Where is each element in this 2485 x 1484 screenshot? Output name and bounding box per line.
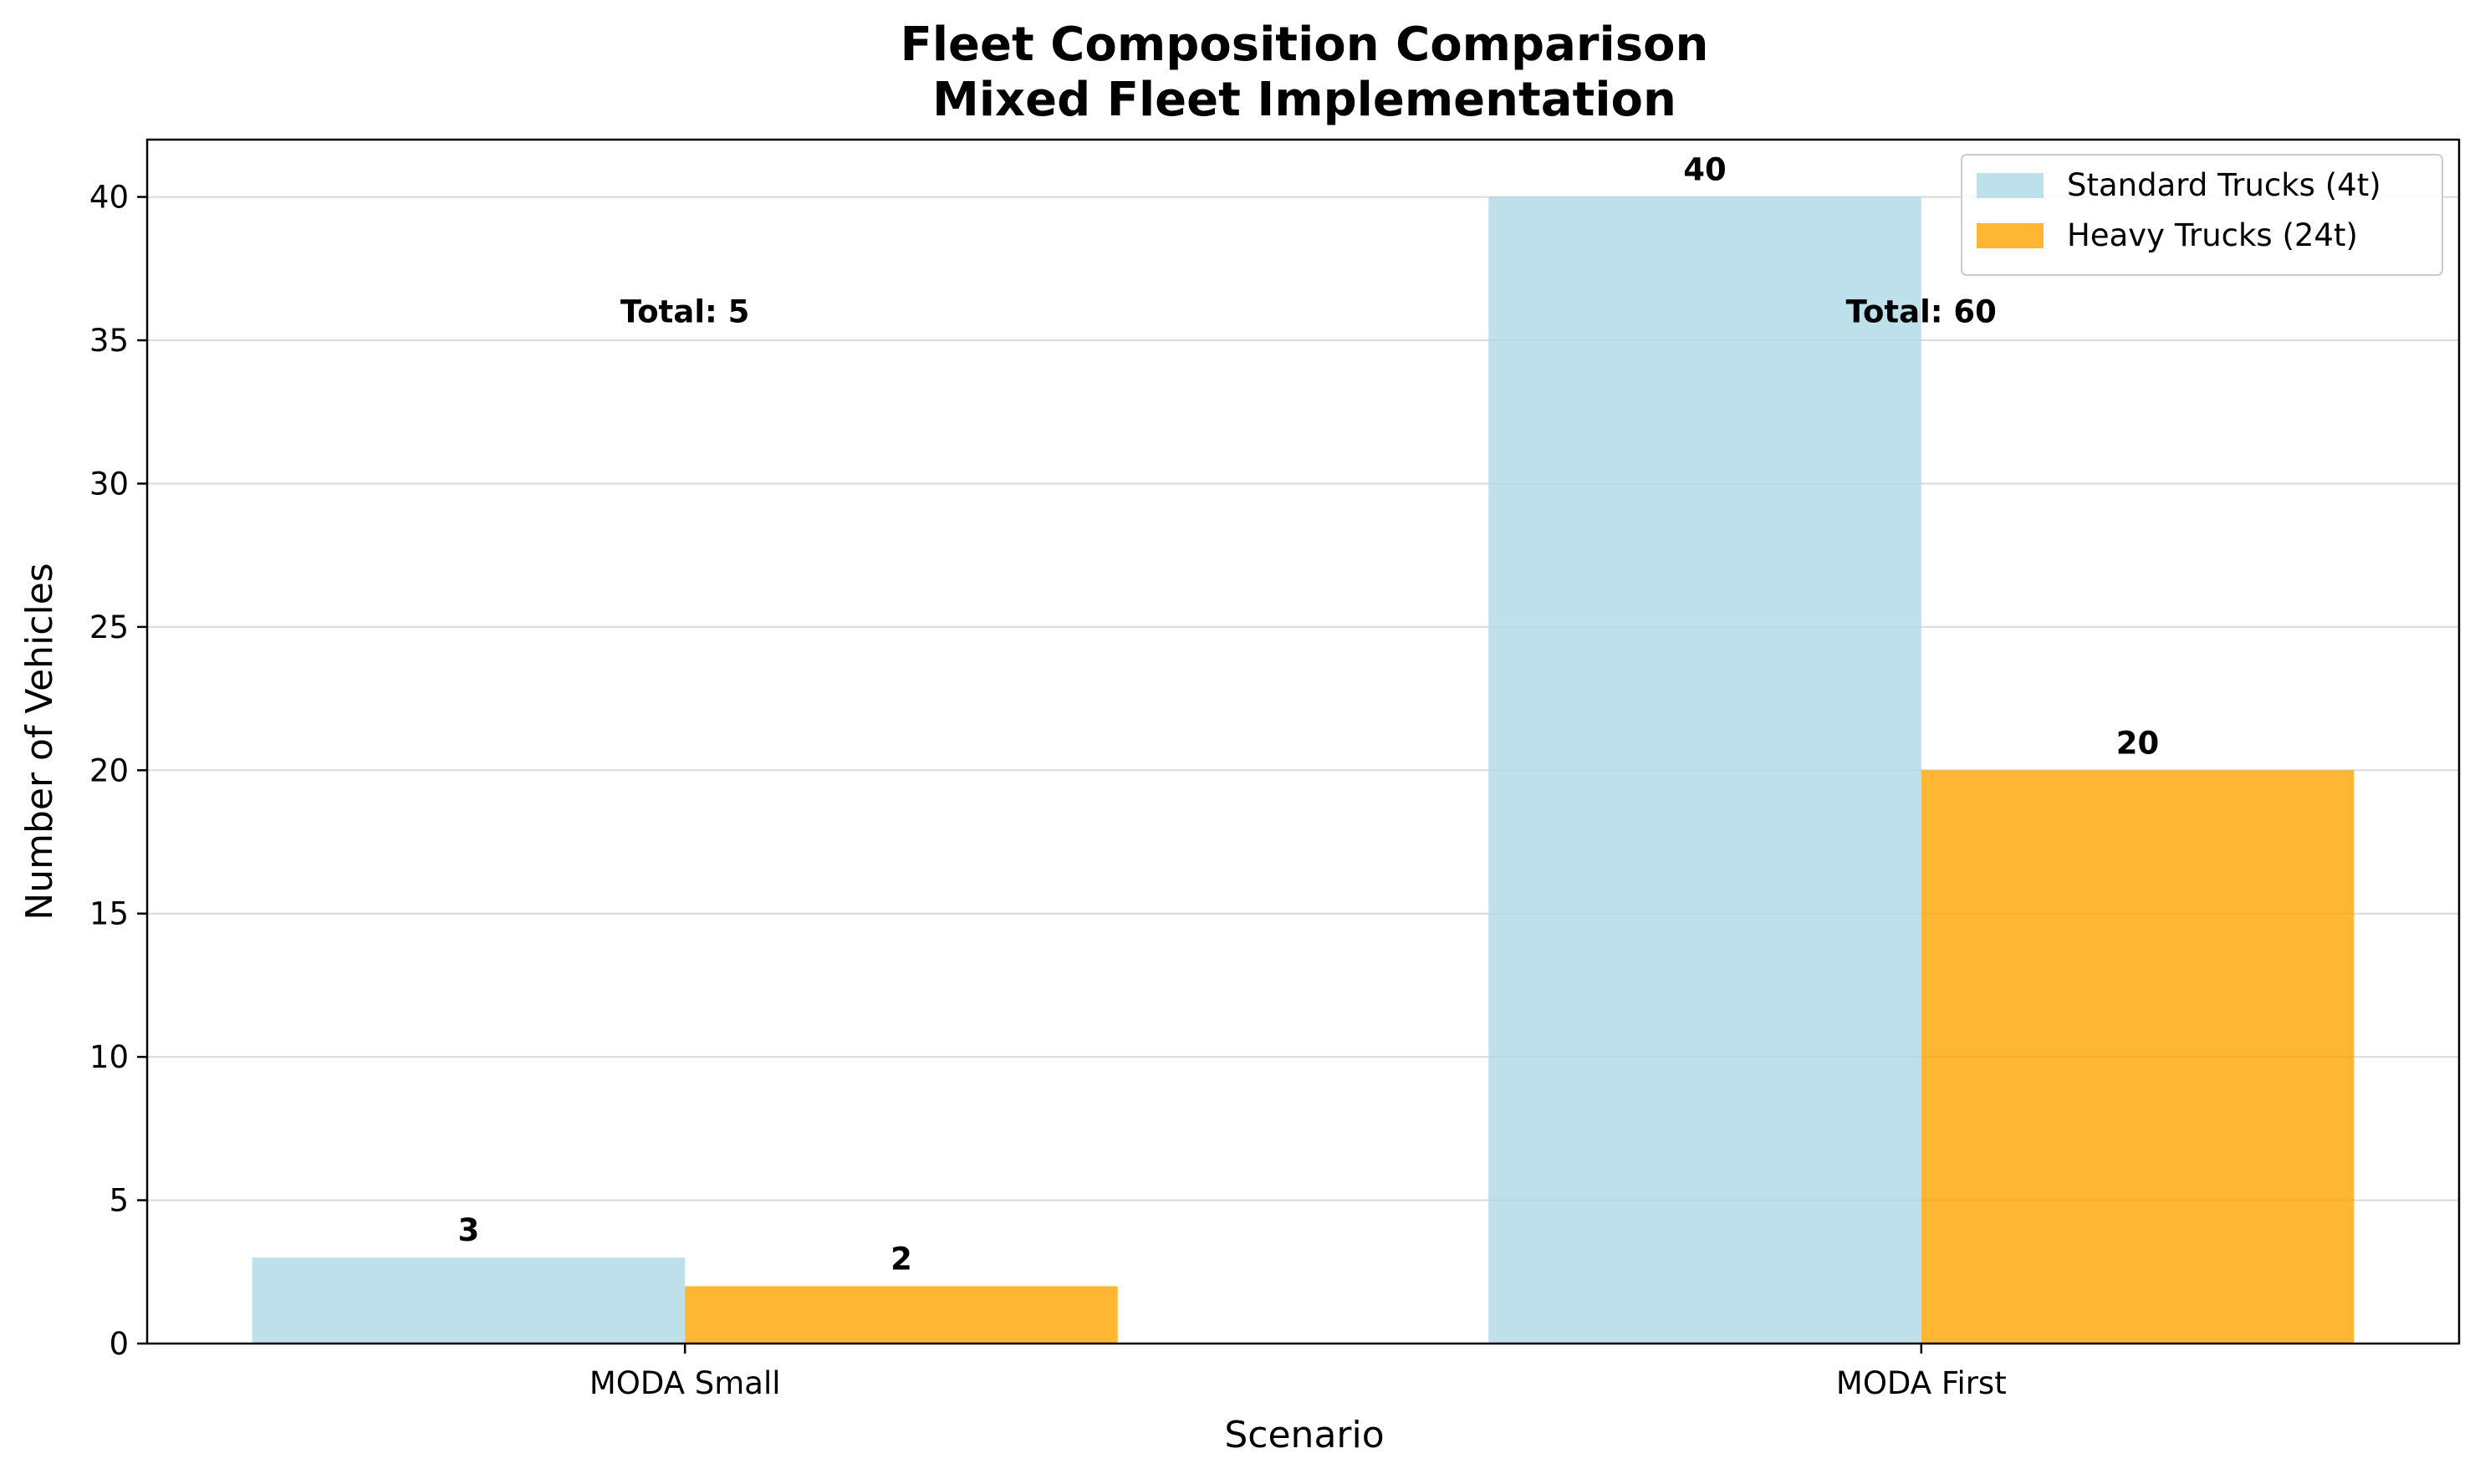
legend-entry: Standard Trucks (4t) xyxy=(2067,167,2381,203)
gridlines xyxy=(147,196,2459,1344)
bar xyxy=(252,1257,686,1344)
y-tick-label: 0 xyxy=(109,1326,129,1362)
y-tick-label: 20 xyxy=(89,752,129,788)
bar xyxy=(1488,196,1921,1344)
legend-frame xyxy=(1961,154,2443,276)
bar xyxy=(685,1286,1118,1344)
x-axis-label: Scenario xyxy=(1224,1414,1384,1456)
y-tick-label: 25 xyxy=(89,609,129,645)
y-tick-label: 40 xyxy=(89,180,129,216)
y-tick-label: 5 xyxy=(109,1183,129,1219)
bar-value-label: 2 xyxy=(890,1241,912,1277)
data-labels: 3 40 2 20 Total: 5 Total: 60 xyxy=(458,152,2160,1277)
y-tick-label: 15 xyxy=(89,896,129,932)
bar-value-label: 3 xyxy=(458,1212,480,1248)
plot-frame xyxy=(145,138,2461,1345)
total-label: Total: 60 xyxy=(1846,294,1997,330)
chart-title: Fleet Composition Comparison xyxy=(901,18,1709,72)
legend-swatch xyxy=(1977,173,2044,198)
total-label: Total: 5 xyxy=(620,294,750,330)
y-tick-label: 30 xyxy=(89,466,129,502)
y-axis-ticks: 0 5 10 15 20 25 30 35 40 xyxy=(89,180,147,1362)
chart-subtitle: Mixed Fleet Implementation xyxy=(932,73,1676,127)
x-tick-label: MODA First xyxy=(1836,1365,2007,1401)
x-tick-label: MODA Small xyxy=(589,1365,781,1401)
legend-swatch xyxy=(1977,223,2044,248)
bar-value-label: 40 xyxy=(1683,152,1727,188)
bar xyxy=(1921,770,2355,1344)
y-tick-label: 35 xyxy=(89,323,129,359)
y-axis-label: Number of Vehicles xyxy=(18,563,61,920)
legend-entry: Heavy Trucks (24t) xyxy=(2067,217,2358,253)
y-tick-label: 10 xyxy=(89,1039,129,1075)
bars xyxy=(252,196,2355,1344)
bar-value-label: 20 xyxy=(2116,725,2160,761)
legend: Standard Trucks (4t) Heavy Trucks (24t) xyxy=(1961,154,2443,276)
x-axis-ticks: MODA Small MODA First xyxy=(589,1344,2007,1401)
